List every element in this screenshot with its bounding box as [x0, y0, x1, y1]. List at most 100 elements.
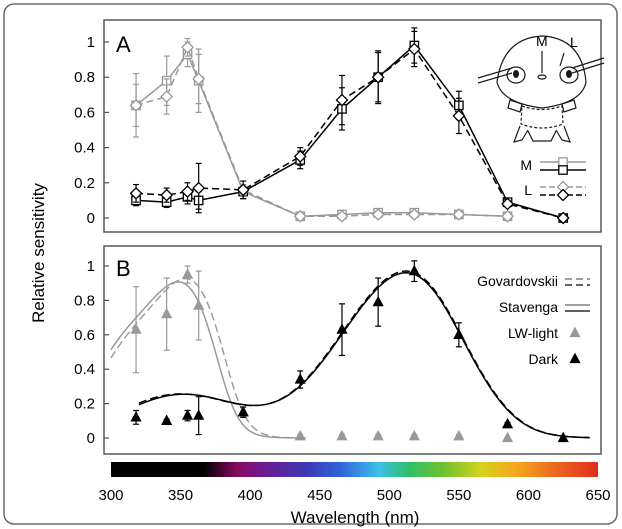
panel-b-y-ticks: 0 0.2 0.4 0.6 0.8 1: [74, 258, 109, 447]
y-tick-label: 0.6: [74, 104, 95, 121]
data-point-l-gray: [293, 209, 307, 223]
data-point-l-black: [181, 185, 194, 199]
data-point-dark: [294, 373, 306, 384]
y-tick-label: 0.8: [74, 69, 95, 86]
x-axis-label: Wavelength (nm): [291, 508, 420, 527]
x-tick-label: 550: [446, 487, 471, 504]
x-tick-label: 500: [377, 487, 402, 504]
data-point-l-black: [236, 183, 250, 197]
legend-dark-label: Dark: [528, 351, 559, 367]
data-point-lw-light: [161, 307, 173, 319]
wavelength-colorbar: [111, 462, 598, 477]
legend-sample-marker: [558, 165, 568, 175]
data-point-l-black: [452, 109, 466, 123]
panel-a-plot: [129, 27, 570, 225]
stavenga-uv-curve: [110, 281, 306, 439]
legend-b-samples: [565, 278, 590, 364]
x-tick-label: 400: [238, 487, 263, 504]
panel-a-y-ticks: 0 0.2 0.4 0.6 0.8 1: [74, 34, 109, 227]
data-point-l-black: [335, 93, 349, 107]
legend-lw-light-label: LW-light: [508, 325, 558, 341]
data-point-dark: [161, 414, 173, 425]
y-axis-label: Relative sensitivity: [29, 183, 48, 323]
data-point-l-gray: [452, 208, 466, 221]
data-point-l-black: [556, 211, 570, 225]
legend-sample-marker: [556, 188, 570, 202]
data-point-l-gray: [160, 90, 174, 103]
data-point-dark: [557, 431, 569, 443]
data-point-l-gray: [192, 72, 206, 86]
inset-label-l: L: [570, 34, 578, 50]
y-tick-label: 0.4: [74, 361, 95, 378]
data-point-l-black: [371, 70, 385, 84]
data-point-dark: [408, 264, 420, 276]
y-tick-label: 0.4: [74, 140, 95, 157]
data-point-l-gray: [181, 40, 194, 54]
data-point-l-black: [501, 197, 514, 211]
x-tick-label: 450: [307, 487, 332, 504]
data-point-l-gray: [335, 209, 349, 223]
data-point-l-black: [129, 186, 143, 200]
data-point-lw-light: [501, 431, 514, 443]
panel-b-frame: [103, 245, 602, 455]
panel-b-legend: Govardovskii Stavenga LW-light Dark: [477, 273, 590, 367]
data-point-lw-light: [181, 268, 194, 279]
data-point-dark: [336, 323, 348, 334]
data-point-dark: [193, 409, 205, 420]
panel-a-legend: M L: [520, 157, 586, 202]
panel-b: B 0 0.2 0.4 0.6 0.8 1 Govardovskii Stavenga L…: [74, 245, 602, 455]
data-point-l-gray: [501, 209, 514, 223]
data-point-l-black: [293, 149, 307, 163]
legend-govardovskii-label: Govardovskii: [477, 273, 558, 289]
x-axis-ticks: 300 350 400 450 500 550 600 650: [98, 487, 610, 504]
figure-frame: [3, 3, 618, 525]
panel-b-label: B: [116, 256, 131, 281]
y-tick-label: 0: [87, 430, 95, 447]
data-point-l-gray: [129, 98, 143, 112]
legend-a-samples: [540, 157, 586, 202]
data-point-dark: [130, 410, 142, 422]
panel-a-label: A: [116, 32, 131, 57]
legend-m-label: M: [520, 157, 532, 173]
data-point-lw-light: [130, 323, 142, 334]
data-point-lw-light: [336, 429, 348, 441]
y-tick-label: 0.2: [74, 175, 95, 192]
data-point-lw-light: [372, 429, 384, 441]
data-point-l-black: [160, 188, 174, 202]
govardovskii-lw-curve: [138, 270, 590, 439]
y-tick-label: 1: [87, 34, 95, 51]
legend-l-label: L: [524, 182, 532, 198]
head-ocelli-schematic-icon: [477, 35, 605, 143]
data-point-l-gray: [371, 208, 385, 221]
govardovskii-uv-curve: [110, 277, 306, 439]
data-point-dark: [453, 328, 465, 339]
data-point-dark: [181, 409, 194, 420]
data-point-l-gray: [407, 208, 421, 221]
data-point-lw-light: [408, 429, 420, 441]
y-tick-label: 0.2: [74, 396, 95, 413]
data-point-dark: [372, 295, 384, 307]
y-tick-label: 0.8: [74, 292, 95, 309]
x-tick-label: 650: [585, 487, 610, 504]
y-tick-label: 1: [87, 258, 95, 275]
y-tick-label: 0: [87, 210, 95, 227]
legend-stavenga-label: Stavenga: [499, 299, 558, 315]
x-tick-label: 600: [516, 487, 541, 504]
data-point-lw-light: [294, 429, 306, 441]
data-point-dark: [501, 417, 514, 429]
data-point-l-black: [192, 181, 206, 195]
panel-a: A 0 0.2 0.4 0.6 0.8 1 M L M: [74, 19, 605, 233]
panel-a-frame: [103, 19, 602, 233]
legend-dark-marker: [569, 352, 581, 364]
legend-sample-marker: [558, 157, 568, 167]
data-point-dark: [237, 405, 249, 417]
legend-lw-light-marker: [569, 326, 581, 338]
y-tick-label: 0.6: [74, 327, 95, 344]
panel-b-plot: [110, 260, 590, 443]
data-point-l-black: [407, 42, 421, 56]
x-tick-label: 350: [168, 487, 193, 504]
data-point-lw-light: [453, 429, 465, 441]
data-point-lw-light: [193, 299, 205, 310]
x-tick-label: 300: [98, 487, 123, 504]
